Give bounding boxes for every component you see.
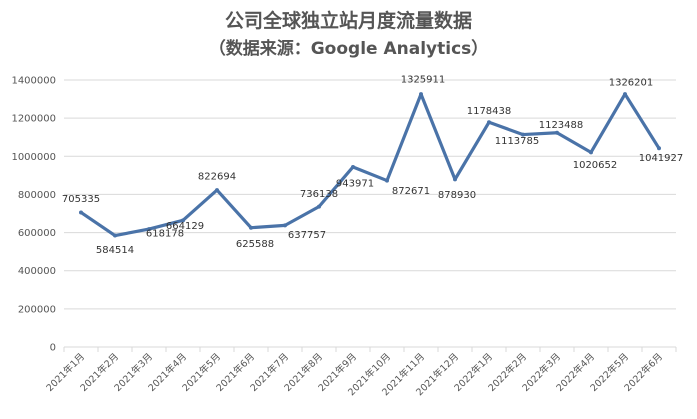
y-tick-label: 600000 [18,228,56,239]
data-point [79,210,83,215]
data-point [113,233,117,238]
y-tick-label: 1200000 [11,114,56,125]
data-label: 1020652 [573,160,618,171]
data-label: 1113785 [495,136,540,147]
data-label: 872671 [392,186,430,197]
data-label: 878930 [438,190,476,201]
data-point [317,204,321,209]
data-point [249,225,253,230]
y-tick-label: 1400000 [11,76,56,87]
data-label: 822694 [198,172,236,183]
data-point [385,178,389,183]
data-label: 1325911 [401,75,446,86]
series-line [79,92,661,238]
data-label: 584514 [96,245,134,256]
data-point [147,227,151,232]
data-label: 664129 [166,221,204,232]
data-label: 1178438 [467,106,512,117]
data-label: 1041927 [639,153,684,164]
y-tick-label: 0 [50,343,56,354]
data-label: 1123488 [539,120,584,131]
data-label: 637757 [288,230,326,241]
data-label: 943971 [336,178,374,189]
data-point [623,92,627,97]
data-point [555,130,559,135]
y-tick-label: 800000 [18,190,56,201]
data-point [487,120,491,125]
data-point [453,177,457,182]
chart-subtitle: （数据来源：Google Analytics） [208,39,489,59]
data-point [283,223,287,228]
data-label: 1326201 [609,78,654,89]
data-label: 618178 [146,229,184,240]
data-point [181,218,185,223]
data-point [657,146,661,151]
data-label: 705335 [62,194,100,205]
chart-title: 公司全球独立站月度流量数据 [224,10,472,32]
data-point [521,132,525,137]
y-tick-label: 200000 [18,304,56,315]
y-tick-label: 1000000 [11,152,56,163]
data-label: 625588 [236,239,274,250]
data-point [419,92,423,97]
y-tick-label: 400000 [18,266,56,277]
data-point [589,150,593,155]
data-point [215,188,219,193]
data-label: 736138 [300,189,338,200]
data-point [351,164,355,169]
